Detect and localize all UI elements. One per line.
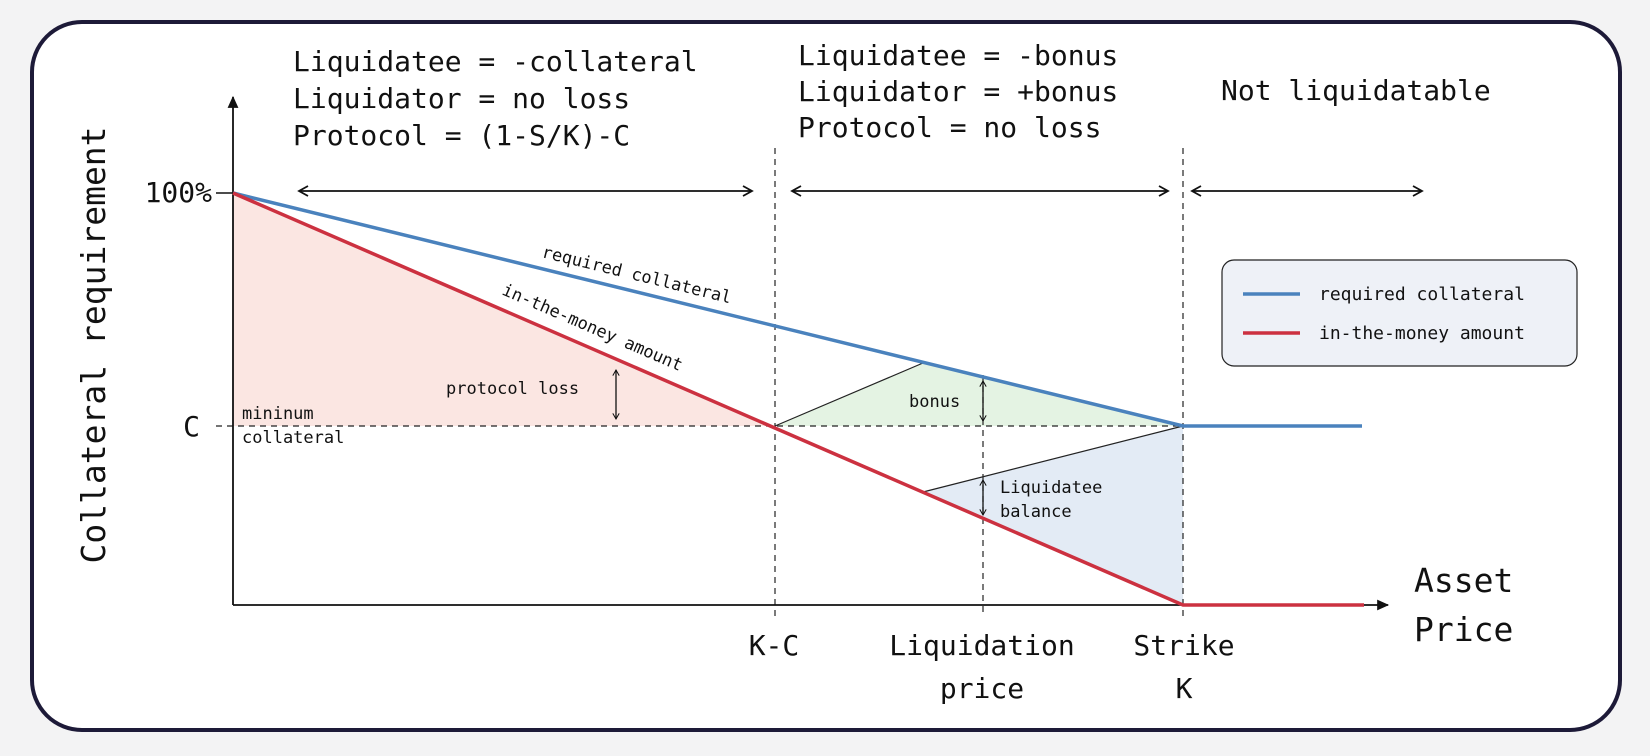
region1-line1: Liquidatee = -collateral <box>293 45 698 78</box>
legend: required collateral in-the-money amount <box>1221 259 1578 367</box>
legend-label-required: required collateral <box>1319 284 1525 305</box>
y-tick-label-100: 100% <box>145 176 213 209</box>
region1-line2: Liquidator = no loss <box>293 82 630 115</box>
legend-label-itm: in-the-money amount <box>1319 323 1525 344</box>
bonus-area <box>775 363 1183 426</box>
y-axis-label: Collateral requirement <box>74 126 113 563</box>
required-collateral-curve <box>232 191 1362 428</box>
min-collateral-label-1: mininum <box>242 404 314 424</box>
bonus-guide-line <box>774 362 924 427</box>
liquidatee-guide-line <box>922 425 1184 493</box>
liquidation-price-label-2: price <box>940 672 1024 705</box>
y-tick-label-c: C <box>183 410 200 443</box>
min-collateral-label-2: collateral <box>242 428 344 448</box>
in-the-money-curve <box>232 191 1364 607</box>
x-axis-label-2: Price <box>1414 610 1513 649</box>
region2-line3: Protocol = no loss <box>798 111 1101 144</box>
liquidatee-balance-area <box>923 426 1183 605</box>
protocol-loss-label: protocol loss <box>446 379 579 399</box>
x-axis-label-1: Asset <box>1414 561 1513 600</box>
strike-label-1: Strike <box>1133 629 1234 662</box>
kc-marker-label: K-C <box>749 629 800 662</box>
region1-line3: Protocol = (1-S/K)-C <box>293 119 630 152</box>
region3-line1: Not liquidatable <box>1221 74 1491 107</box>
region2-line1: Liquidatee = -bonus <box>798 39 1118 72</box>
liquidatee-balance-label-1: Liquidatee <box>1000 478 1102 498</box>
region2-line2: Liquidator = +bonus <box>798 75 1118 108</box>
legend-box <box>1221 259 1578 367</box>
bonus-label: bonus <box>909 392 960 412</box>
liquidatee-balance-label-2: balance <box>1000 502 1072 522</box>
liquidation-price-label-1: Liquidation <box>889 629 1074 662</box>
strike-label-2: K <box>1176 672 1193 705</box>
